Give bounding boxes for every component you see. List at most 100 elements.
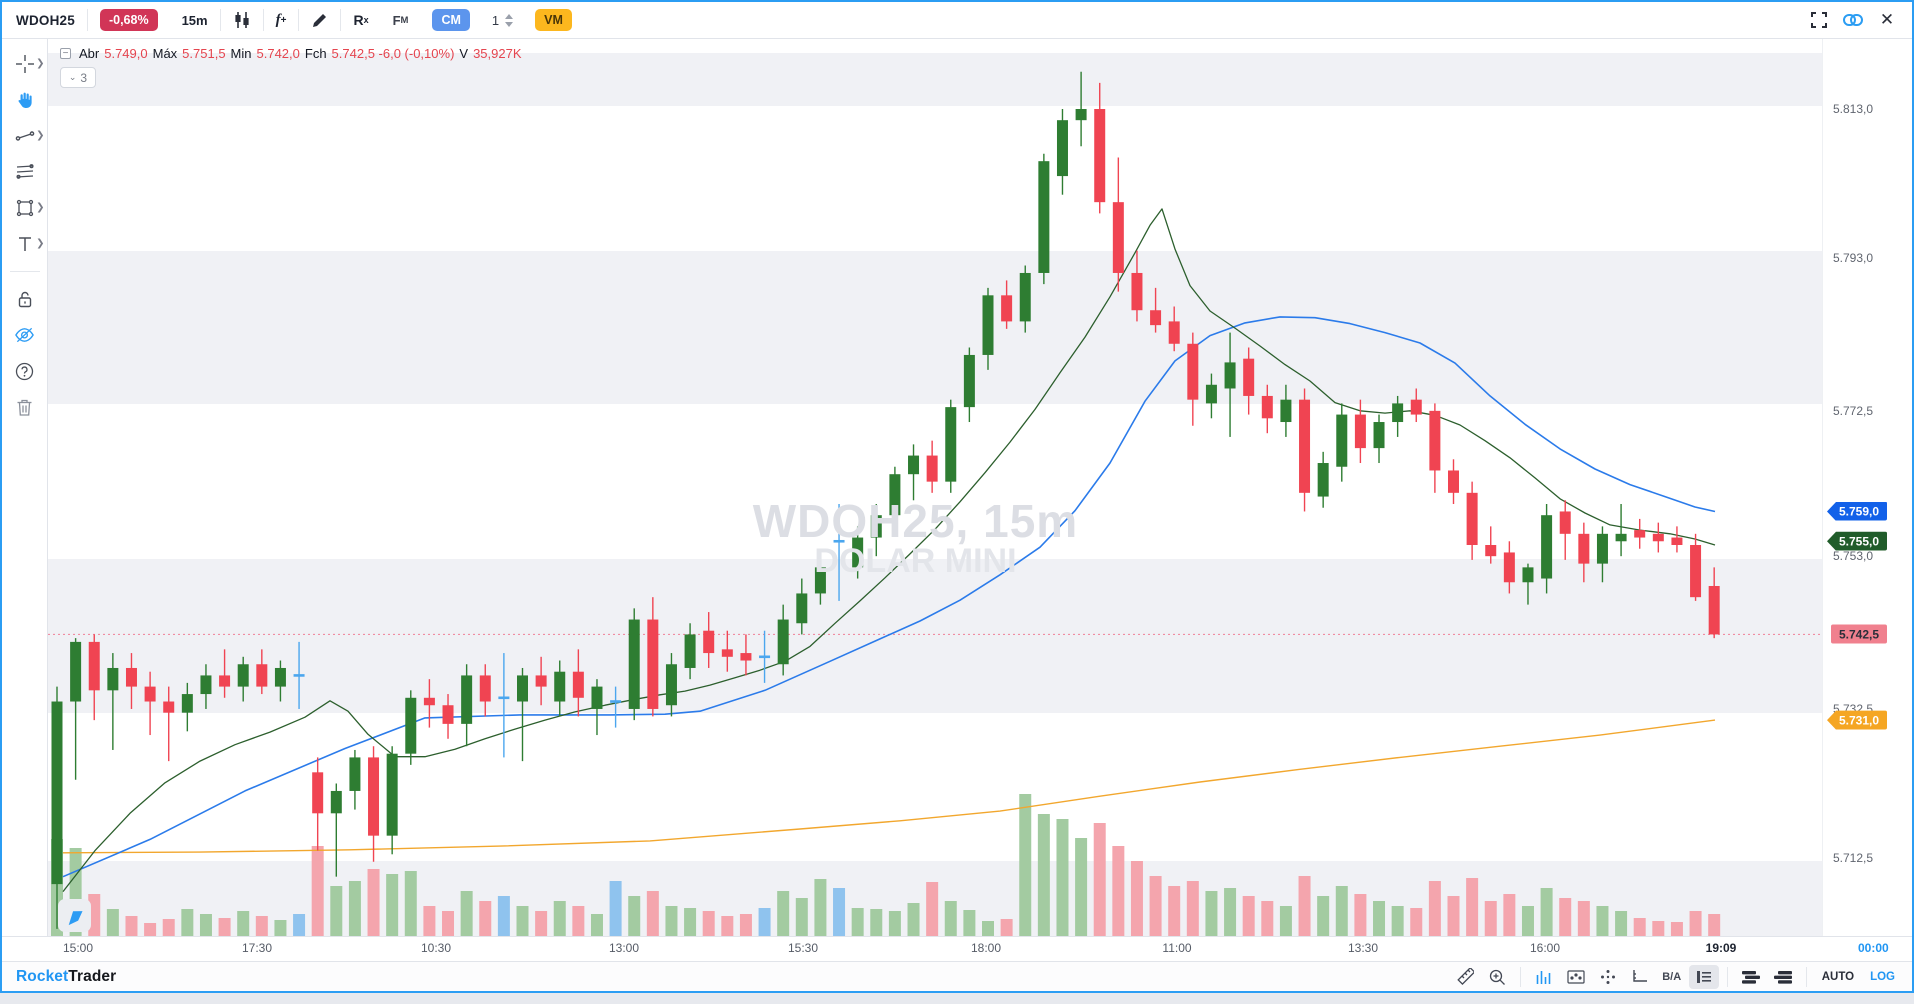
change-badge[interactable]: -0,68%	[88, 7, 170, 33]
link-icon	[1843, 14, 1863, 26]
time-tick-label: 17:30	[241, 941, 273, 955]
ruler-icon	[1456, 967, 1474, 985]
candle-style-button[interactable]	[221, 7, 263, 33]
cm-button[interactable]: CM	[420, 7, 481, 33]
tool-hide-drawings[interactable]	[6, 318, 44, 352]
quantity-stepper[interactable]	[503, 13, 523, 27]
list-panel-icon	[1696, 970, 1711, 983]
zoom-in-button[interactable]	[1482, 965, 1512, 989]
chevron-right-icon: ❯	[36, 238, 45, 249]
tool-shapes[interactable]: ❯	[6, 191, 45, 225]
tool-crosshair[interactable]: ❯	[6, 47, 45, 81]
tool-trendline[interactable]: ❯	[6, 119, 45, 153]
legend-high-label: Máx	[152, 46, 178, 61]
divider	[9, 271, 40, 272]
pencil-icon	[313, 13, 327, 27]
fullscreen-button[interactable]	[1802, 7, 1836, 33]
tool-delete[interactable]	[6, 390, 44, 424]
time-tick-label: 15:00	[62, 941, 94, 955]
tool-fib-lines[interactable]	[6, 155, 44, 189]
stacked-rows-icon	[1741, 970, 1760, 984]
price-tag: 5.731,0	[1827, 710, 1888, 730]
layout-blocks-button[interactable]	[1768, 965, 1798, 989]
price-tick-label: 5.793,0	[1833, 251, 1874, 266]
vm-button[interactable]: VM	[523, 7, 584, 33]
price-axis[interactable]: 5.813,0 5.793,0 5.772,5 5.753,0 5.732,5 5.712…	[1822, 39, 1912, 936]
legend-high-value: 5.751,5	[182, 46, 226, 61]
divider	[1519, 966, 1521, 987]
tool-text[interactable]: ❯	[6, 227, 45, 261]
layout-rows-button[interactable]	[1736, 965, 1766, 989]
indicators-count-chip[interactable]: ⌄ 3	[60, 67, 96, 88]
chart-scatter-button[interactable]	[1561, 965, 1591, 989]
dots-button[interactable]	[1593, 965, 1623, 989]
legend-low-value: 5.742,0	[256, 46, 300, 61]
tool-lock[interactable]	[6, 282, 44, 316]
hand-icon	[18, 92, 32, 108]
divider	[340, 9, 342, 31]
legend-close-label: Fch	[304, 46, 327, 61]
close-button[interactable]: ✕	[1870, 7, 1904, 33]
price-tick-label: 5.813,0	[1833, 102, 1874, 116]
legend-collapse-button[interactable]: −	[60, 48, 71, 59]
volume-panel-button[interactable]	[1529, 965, 1559, 989]
time-axis[interactable]: 15:00 17:30 10:30 13:00 15:30 18:00 11:00 13:30…	[2, 936, 1912, 961]
interval-button[interactable]: 15m	[181, 12, 208, 28]
rectangle-icon	[16, 199, 33, 217]
legend-volume-label: V	[459, 46, 469, 61]
close-icon: ✕	[1879, 10, 1895, 29]
bar-chart-icon	[1536, 971, 1551, 984]
chevron-down-icon: ⌄	[68, 72, 77, 82]
divider	[298, 9, 300, 31]
price-tag: 5.755,0	[1827, 531, 1888, 551]
price-tick-label: 5.753,0	[1833, 549, 1874, 564]
dots-grid-icon	[1600, 969, 1615, 984]
step-up-icon[interactable]	[505, 13, 514, 19]
quantity-value: 1	[491, 12, 500, 28]
symbol-button[interactable]: WDOH25	[16, 12, 75, 28]
time-tick-label: 18:00	[970, 941, 1002, 955]
candlestick-icon	[235, 12, 249, 28]
time-tick-label: 13:30	[1347, 941, 1379, 955]
text-icon	[18, 237, 31, 251]
price-tick-label: 5.772,5	[1833, 403, 1874, 418]
price-tick-label: 5.712,5	[1833, 851, 1874, 866]
measure-button[interactable]	[1450, 965, 1480, 989]
chevron-right-icon: ❯	[36, 58, 45, 69]
axis-icon	[1633, 970, 1648, 982]
price-tag: 5.742,5	[1831, 624, 1888, 644]
axis-scale-button[interactable]	[1625, 965, 1655, 989]
legend-volume-value: 35,927K	[473, 46, 522, 61]
chart-canvas[interactable]: − Abr 5.749,0 Máx 5.751,5 Min 5.742,0 Fc…	[48, 39, 1822, 936]
time-tick-label: 11:00	[1162, 941, 1192, 955]
auto-scale-toggle[interactable]: AUTO	[1821, 970, 1855, 983]
go-to-realtime-button[interactable]	[58, 899, 91, 932]
parallel-lines-icon	[15, 164, 34, 179]
tool-pan[interactable]	[6, 83, 44, 117]
log-scale-toggle[interactable]: LOG	[1870, 970, 1895, 983]
step-down-icon[interactable]	[505, 21, 514, 27]
link-button[interactable]	[1836, 7, 1870, 33]
tool-help[interactable]	[6, 354, 44, 388]
navigation-arrow-icon	[68, 910, 83, 925]
panel-list-button[interactable]	[1688, 964, 1719, 989]
bid-ask-button[interactable]: B/A	[1662, 970, 1682, 983]
time-tick-label: 10:30	[420, 941, 452, 955]
indicators-button[interactable]: f +	[275, 11, 287, 28]
drawing-toolbar: ❯ ❯	[2, 39, 48, 936]
zoom-in-icon	[1489, 969, 1505, 985]
trash-icon	[17, 399, 32, 416]
legend-close-value: 5.742,5 -6,0 (-0,10%)	[331, 46, 455, 61]
brand-logo[interactable]: RocketTrader	[16, 967, 117, 985]
legend-open-value: 5.749,0	[104, 46, 148, 61]
candle-scatter-icon	[1567, 970, 1585, 984]
crosshair-icon	[15, 55, 34, 73]
time-tick-label: 15:30	[787, 941, 819, 955]
trendline-icon	[15, 131, 34, 141]
fullscreen-icon	[1811, 12, 1827, 28]
draw-button[interactable]	[299, 7, 340, 33]
ohlc-legend: − Abr 5.749,0 Máx 5.751,5 Min 5.742,0 Fc…	[60, 46, 522, 61]
